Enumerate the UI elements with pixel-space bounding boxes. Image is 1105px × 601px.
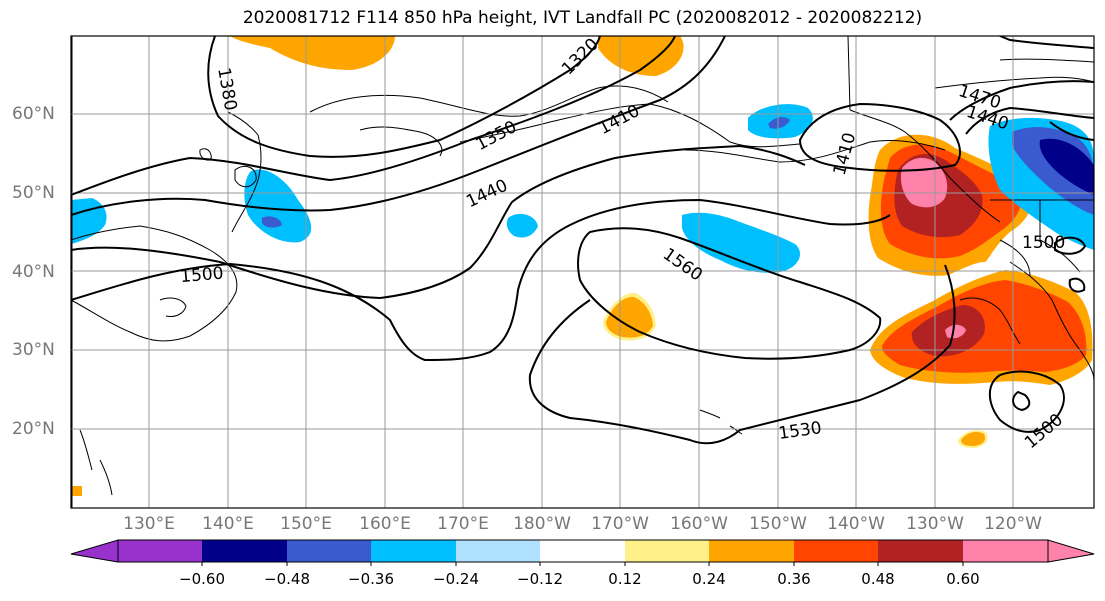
contour-label: 1500 [179, 263, 224, 287]
lat-label: 20°N [12, 419, 55, 439]
colorbar-segment [540, 540, 625, 562]
colorbar-segment [794, 540, 878, 562]
colorbar-segment [456, 540, 540, 562]
lat-label: 50°N [12, 183, 55, 203]
height-contours [71, 36, 1094, 445]
lon-label: 180°W [513, 514, 571, 534]
colorbar-tick-label: −0.12 [517, 570, 563, 588]
map-title: 2020081712 F114 850 hPa height, IVT Land… [242, 8, 923, 28]
colorbar-segment [878, 540, 963, 562]
lon-label: 150°W [749, 514, 807, 534]
lon-label: 160°E [359, 514, 411, 534]
lon-label: 150°E [280, 514, 332, 534]
lon-label: 160°W [670, 514, 728, 534]
lon-label: 140°W [827, 514, 885, 534]
colorbar-extend-high [1047, 539, 1095, 563]
colorbar-segment [963, 540, 1048, 562]
lon-label: 120°W [984, 514, 1042, 534]
colorbar-tick-label: 0.24 [692, 570, 726, 588]
lon-label: 130°W [906, 514, 964, 534]
colorbar-segment [202, 540, 287, 562]
colorbar-segment [709, 540, 794, 562]
map-frame [70, 35, 1095, 509]
colorbar-segment [287, 540, 371, 562]
colorbar-tick-label: −0.36 [348, 570, 394, 588]
colorbar-segment [625, 540, 709, 562]
colorbar-extend-low [70, 539, 119, 563]
contour-label: 1500 [1022, 233, 1065, 253]
colorbar-tick-label: 0.12 [608, 570, 642, 588]
colorbar-tick-label: 0.48 [861, 570, 895, 588]
lat-label: 40°N [12, 262, 55, 282]
colorbar-segment [371, 540, 456, 562]
lon-label: 140°E [202, 514, 254, 534]
colorbar-tick-label: −0.48 [264, 570, 310, 588]
colorbar-segment [118, 540, 202, 562]
lon-label: 170°E [437, 514, 489, 534]
colorbar-frame [117, 539, 1049, 563]
lon-label: 170°W [591, 514, 649, 534]
lat-label: 30°N [12, 340, 55, 360]
colorbar-tick-label: 0.36 [777, 570, 811, 588]
colorbar-tick-label: −0.24 [433, 570, 479, 588]
colorbar-tick-label: −0.60 [179, 570, 225, 588]
colorbar-tick-label: 0.60 [946, 570, 980, 588]
lon-label: 130°E [123, 514, 175, 534]
lat-label: 60°N [12, 104, 55, 124]
